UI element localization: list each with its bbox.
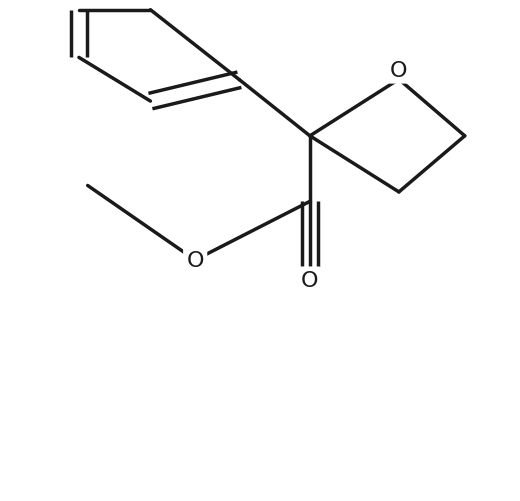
- Text: O: O: [390, 61, 408, 81]
- Text: O: O: [187, 250, 204, 271]
- Text: O: O: [301, 270, 319, 290]
